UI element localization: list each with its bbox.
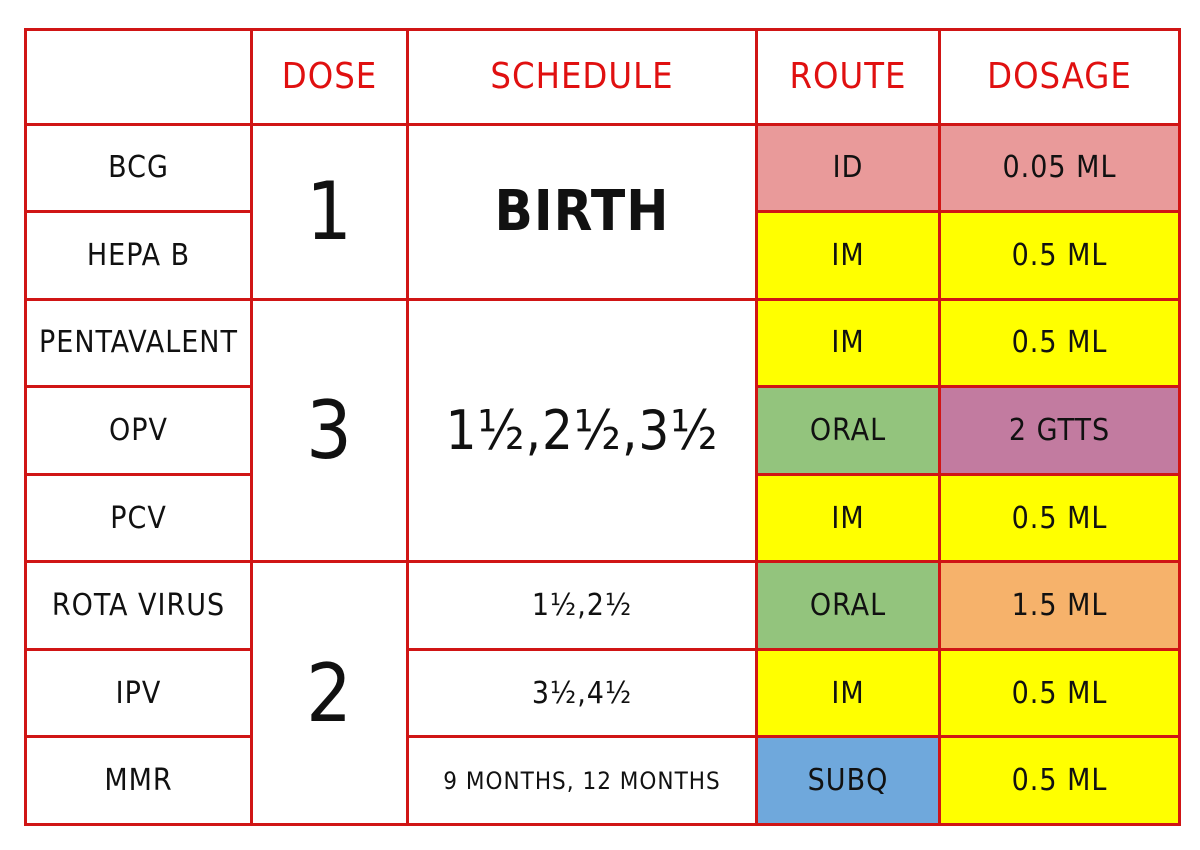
- dose: 1: [250, 122, 409, 301]
- schedule: BIRTH: [406, 122, 758, 301]
- dosage: 0.5 ML: [938, 472, 1181, 564]
- header-cell: ROUTE: [755, 28, 941, 126]
- vaccine: ROTA VIRUS: [24, 560, 253, 651]
- vaccine: BCG: [24, 122, 253, 214]
- vaccine: MMR: [24, 735, 253, 826]
- row: BCG 1 BIRTH ID 0.05 ML: [24, 122, 1181, 301]
- dose: 2: [250, 560, 409, 826]
- route: IM: [755, 210, 941, 301]
- dosage: 0.05 ML: [938, 122, 1181, 214]
- route: IM: [755, 297, 941, 389]
- vaccine: PENTAVALENT: [24, 297, 253, 389]
- vaccine-table: DOSE SCHEDULE ROUTE DOSAGE BCG 1 BIRTH I…: [24, 28, 1181, 826]
- corner-cell: [24, 28, 253, 126]
- vaccine: PCV: [24, 472, 253, 564]
- dosage: 0.5 ML: [938, 297, 1181, 389]
- dosage: 2 GTTS: [938, 385, 1181, 476]
- dosage: 1.5 ML: [938, 560, 1181, 651]
- header-row: DOSE SCHEDULE ROUTE DOSAGE: [24, 28, 1181, 126]
- route: IM: [755, 472, 941, 564]
- route: ORAL: [755, 560, 941, 651]
- schedule: 9 MONTHS, 12 MONTHS: [406, 735, 758, 826]
- header-cell: SCHEDULE: [406, 28, 758, 126]
- dosage: 0.5 ML: [938, 210, 1181, 301]
- vaccine: OPV: [24, 385, 253, 476]
- row: IPV 3½,4½ IM 0.5 ML: [24, 647, 1181, 739]
- dosage: 0.5 ML: [938, 735, 1181, 826]
- route: SUBQ: [755, 735, 941, 826]
- row: MMR 9 MONTHS, 12 MONTHS SUBQ 0.5 ML: [24, 735, 1181, 826]
- schedule: 1½,2½: [406, 560, 758, 651]
- row: PENTAVALENT 3 1½,2½,3½ IM 0.5 ML: [24, 297, 1181, 564]
- row: HEPA B IM 0.5 ML: [24, 210, 1181, 301]
- route: ID: [755, 122, 941, 214]
- route: IM: [755, 647, 941, 739]
- row: ROTA VIRUS 2 1½,2½ ORAL 1.5 ML: [24, 560, 1181, 826]
- header-cell: DOSAGE: [938, 28, 1181, 126]
- row: OPV ORAL 2 GTTS: [24, 385, 1181, 476]
- schedule: 1½,2½,3½: [406, 297, 758, 564]
- route: ORAL: [755, 385, 941, 476]
- row: PCV IM 0.5 ML: [24, 472, 1181, 564]
- vaccine: IPV: [24, 647, 253, 739]
- vaccine: HEPA B: [24, 210, 253, 301]
- schedule: 3½,4½: [406, 647, 758, 739]
- dosage: 0.5 ML: [938, 647, 1181, 739]
- header-cell: DOSE: [250, 28, 409, 126]
- dose: 3: [250, 297, 409, 564]
